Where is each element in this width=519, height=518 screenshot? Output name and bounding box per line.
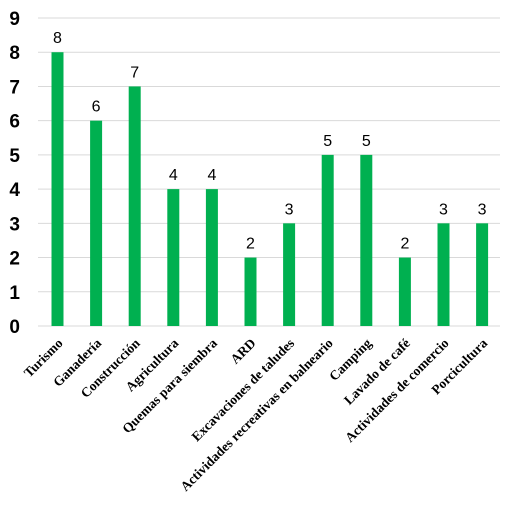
x-axis-categories: TurismoGanaderíaConstrucciónAgriculturaQ… — [21, 335, 491, 494]
y-tick-label: 7 — [9, 77, 20, 98]
bar — [51, 52, 64, 326]
y-tick-label: 4 — [9, 180, 20, 201]
data-label: 8 — [53, 30, 62, 47]
data-label: 2 — [400, 236, 409, 253]
data-label: 5 — [362, 133, 371, 150]
y-tick-label: 8 — [9, 43, 20, 64]
y-tick-label: 6 — [9, 112, 20, 133]
data-label: 5 — [323, 133, 332, 150]
bar — [321, 154, 334, 326]
bar — [437, 223, 450, 326]
data-label: 4 — [207, 167, 216, 184]
bar — [360, 154, 373, 326]
data-label: 2 — [246, 236, 255, 253]
bars — [51, 52, 489, 327]
bar — [398, 257, 411, 326]
y-tick-label: 9 — [9, 9, 20, 30]
y-tick-label: 3 — [9, 214, 20, 235]
bar — [244, 257, 257, 326]
data-labels: 8 6 7 4 4 2 3 5 5 2 3 3 — [53, 30, 487, 252]
data-label: 3 — [285, 201, 294, 218]
gridlines — [38, 17, 500, 327]
bar — [167, 189, 180, 326]
bar — [205, 189, 218, 326]
y-tick-label: 2 — [9, 249, 20, 270]
bar — [128, 86, 141, 326]
y-tick-label: 0 — [9, 317, 20, 338]
y-tick-label: 5 — [9, 146, 20, 167]
bar — [90, 120, 103, 327]
data-label: 3 — [439, 201, 448, 218]
data-label: 3 — [478, 201, 487, 218]
data-label: 7 — [130, 64, 139, 81]
bar — [283, 223, 296, 326]
data-label: 6 — [92, 99, 101, 116]
y-tick-label: 1 — [9, 283, 20, 304]
category-label: ARD — [227, 335, 258, 366]
bar — [476, 223, 489, 326]
data-label: 4 — [169, 167, 178, 184]
y-axis-ticks: 0 1 2 3 4 5 6 7 8 9 — [9, 9, 20, 338]
